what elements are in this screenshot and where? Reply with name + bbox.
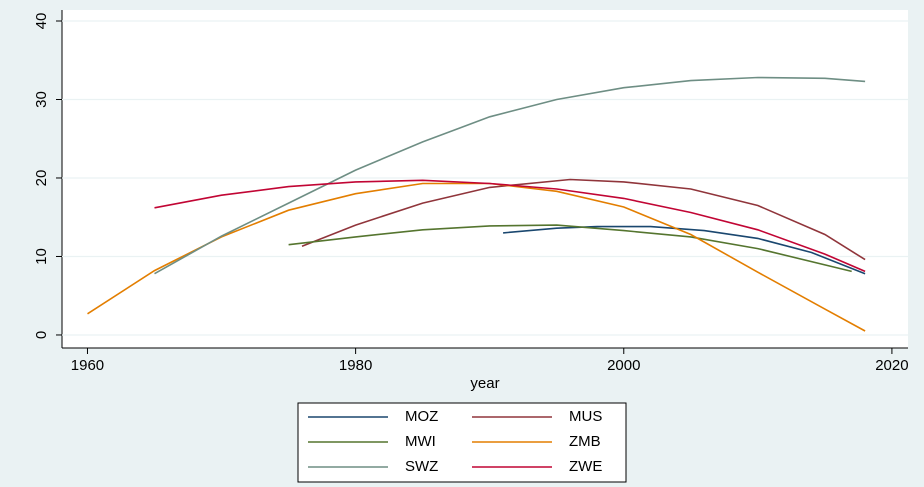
legend-label: ZWE [569, 458, 602, 475]
y-tick-label: 40 [33, 13, 50, 30]
y-tick-label: 10 [33, 248, 50, 265]
x-tick-label: 1960 [71, 357, 104, 374]
legend-label: SWZ [405, 458, 438, 475]
series-line [154, 179, 866, 273]
series-line [301, 178, 866, 261]
legend-label: MOZ [405, 408, 438, 425]
x-tick-label: 2000 [607, 357, 640, 374]
y-tick-label: 0 [33, 331, 50, 339]
legend-label: MWI [405, 433, 436, 450]
x-tick-label: 1980 [339, 357, 372, 374]
series-line [154, 76, 866, 275]
legend-label: MUS [569, 408, 602, 425]
series-line [288, 224, 852, 273]
y-tick-label: 30 [33, 91, 50, 108]
plot-area [62, 10, 908, 348]
x-axis-label: year [470, 375, 499, 392]
y-tick-label: 20 [33, 170, 50, 187]
legend-label: ZMB [569, 433, 601, 450]
x-tick-label: 2020 [875, 357, 908, 374]
